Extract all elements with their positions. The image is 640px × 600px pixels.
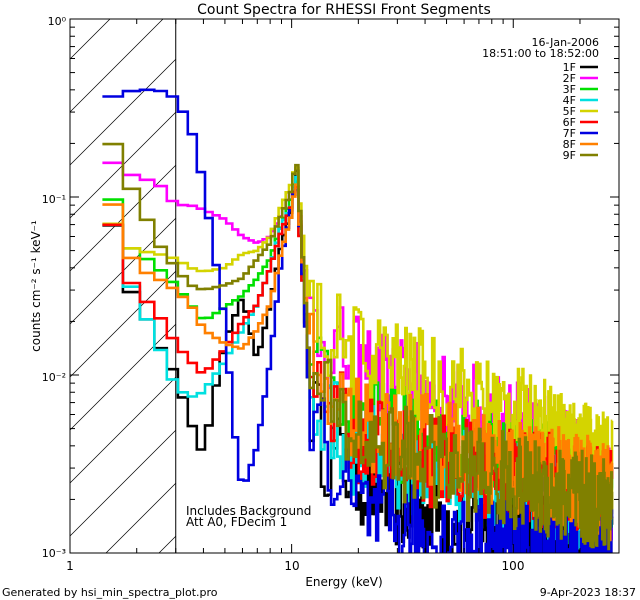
axis-ticks bbox=[69, 18, 620, 554]
legend-label-1F: 1F bbox=[563, 61, 576, 74]
legend-label-9F: 9F bbox=[563, 149, 576, 162]
series-line-9F bbox=[102, 142, 614, 551]
legend-label-3F: 3F bbox=[563, 83, 576, 96]
y-tick-label-2: 10⁻² bbox=[42, 371, 66, 384]
y-axis-label: counts cm⁻² s⁻¹ keV⁻¹ bbox=[29, 220, 43, 352]
plot-frame bbox=[69, 18, 620, 554]
x-tick-label-1: 10 bbox=[284, 559, 299, 573]
legend-label-6F: 6F bbox=[563, 116, 576, 129]
y-tick-label-1: 10⁻¹ bbox=[42, 193, 66, 206]
header-date: 16-Jan-2006 bbox=[532, 36, 600, 49]
chart-title: Count Spectra for RHESSI Front Segments bbox=[197, 2, 491, 18]
legend-label-7F: 7F bbox=[563, 127, 576, 140]
x-tick-label-0: 1 bbox=[66, 559, 74, 573]
hatched-region bbox=[70, 19, 177, 553]
annotation-background: Includes Background bbox=[186, 504, 311, 518]
footer-generated-by: Generated by hsi_min_spectra_plot.pro bbox=[2, 586, 218, 599]
legend-label-8F: 8F bbox=[563, 138, 576, 151]
series-layer bbox=[102, 88, 614, 553]
header-time-range: 18:51:00 to 18:52:00 bbox=[482, 47, 599, 60]
y-tick-label-0: 10⁰ bbox=[48, 15, 67, 28]
y-tick-label-3: 10⁻³ bbox=[42, 547, 66, 560]
legend-label-2F: 2F bbox=[563, 72, 576, 85]
x-tick-label-2: 100 bbox=[502, 559, 525, 573]
legend-label-5F: 5F bbox=[563, 105, 576, 118]
series-line-7F bbox=[102, 88, 614, 553]
x-axis-label: Energy (keV) bbox=[305, 575, 382, 589]
annotation-attenuator: Att A0, FDecim 1 bbox=[186, 515, 287, 529]
legend-label-4F: 4F bbox=[563, 94, 576, 107]
footer-timestamp: 9-Apr-2023 18:37 bbox=[540, 586, 636, 599]
